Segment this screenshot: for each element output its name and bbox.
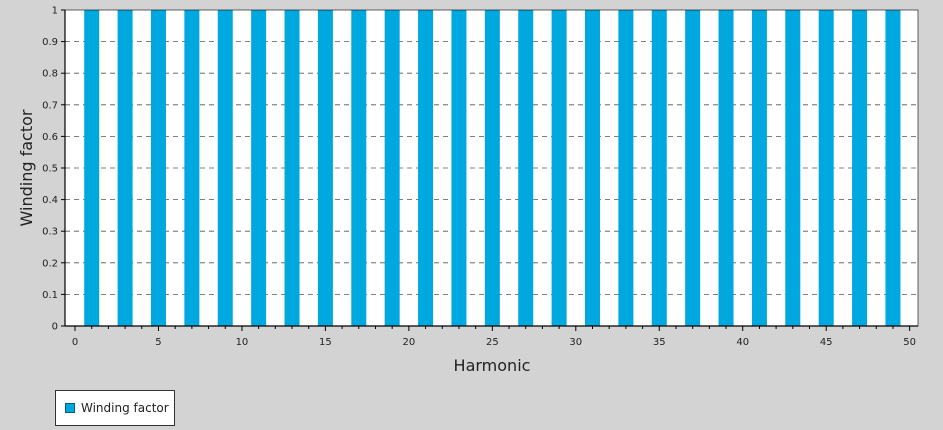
y-axis-title: Winding factor bbox=[17, 109, 36, 226]
bar bbox=[651, 10, 667, 326]
y-tick-label: 0.1 bbox=[42, 290, 58, 301]
bar bbox=[117, 10, 133, 326]
bar bbox=[785, 10, 801, 326]
x-tick-label: 10 bbox=[236, 337, 249, 348]
bar bbox=[284, 10, 300, 326]
bar bbox=[418, 10, 434, 326]
bar bbox=[551, 10, 567, 326]
bar bbox=[150, 10, 166, 326]
bar bbox=[818, 10, 834, 326]
x-tick-label: 15 bbox=[319, 337, 332, 348]
bar bbox=[852, 10, 868, 326]
x-tick-label: 25 bbox=[486, 337, 499, 348]
x-tick-label: 30 bbox=[569, 337, 582, 348]
x-tick-label: 0 bbox=[72, 337, 78, 348]
x-tick-label: 45 bbox=[820, 337, 833, 348]
x-tick-label: 35 bbox=[653, 337, 666, 348]
bar bbox=[451, 10, 467, 326]
bar bbox=[518, 10, 534, 326]
legend: Winding factor bbox=[55, 390, 175, 426]
y-tick-label: 0.6 bbox=[42, 132, 58, 143]
bar bbox=[751, 10, 767, 326]
bar bbox=[618, 10, 634, 326]
y-tick-label: 0.3 bbox=[42, 227, 58, 238]
bar bbox=[718, 10, 734, 326]
legend-label: Winding factor bbox=[81, 401, 169, 415]
y-tick-label: 0.4 bbox=[42, 195, 58, 206]
x-tick-labels: 0 5 10 15 20 25 30 35 40 45 50 bbox=[72, 337, 916, 348]
x-tick-label: 5 bbox=[155, 337, 161, 348]
x-tick-label: 40 bbox=[736, 337, 749, 348]
bar bbox=[317, 10, 333, 326]
axes bbox=[61, 9, 919, 331]
bar bbox=[84, 10, 100, 326]
x-tick-label: 50 bbox=[903, 337, 916, 348]
bar bbox=[685, 10, 701, 326]
bar bbox=[184, 10, 200, 326]
legend-swatch bbox=[65, 403, 75, 413]
y-tick-label: 0.7 bbox=[42, 100, 58, 111]
bar bbox=[885, 10, 901, 326]
y-tick-label: 0.2 bbox=[42, 258, 58, 269]
bar bbox=[251, 10, 267, 326]
bar bbox=[484, 10, 500, 326]
y-tick-label: 0.5 bbox=[42, 164, 58, 175]
y-tick-label: 0 bbox=[52, 322, 58, 333]
x-tick-label: 20 bbox=[403, 337, 416, 348]
bars bbox=[84, 10, 901, 326]
plot-border bbox=[64, 9, 919, 327]
bar bbox=[584, 10, 600, 326]
bar bbox=[351, 10, 367, 326]
y-tick-label: 0.8 bbox=[42, 69, 58, 80]
bar bbox=[217, 10, 233, 326]
bar bbox=[384, 10, 400, 326]
y-tick-labels: 0 0.1 0.2 0.3 0.4 0.5 0.6 0.7 0.8 0.9 1 bbox=[42, 6, 58, 333]
y-tick-label: 1 bbox=[52, 6, 58, 17]
x-axis-title: Harmonic bbox=[454, 356, 531, 375]
y-tick-label: 0.9 bbox=[42, 37, 58, 48]
